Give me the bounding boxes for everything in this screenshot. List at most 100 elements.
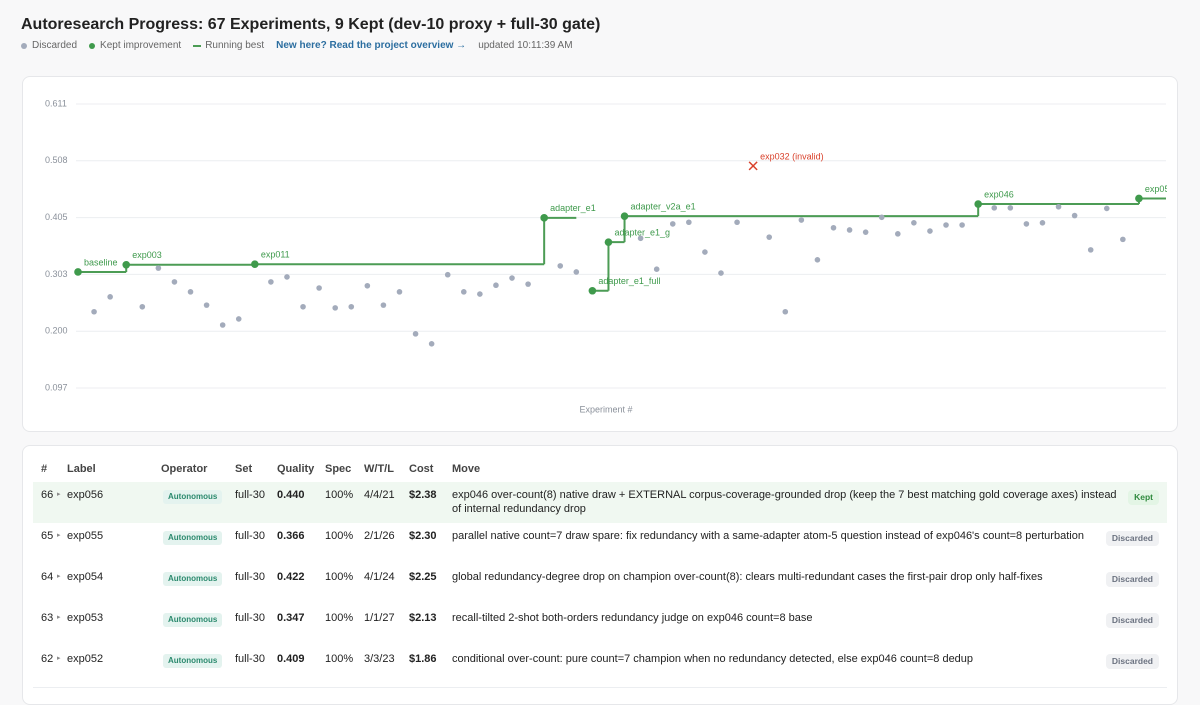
spec: 100% bbox=[325, 489, 354, 501]
discarded-point bbox=[1120, 236, 1126, 243]
y-tick-label: 0.097 bbox=[45, 382, 68, 392]
y-tick-label: 0.508 bbox=[45, 155, 68, 165]
point-label: adapter_e1_full bbox=[598, 276, 660, 286]
legend-label: Discarded bbox=[32, 40, 78, 51]
x-axis-label: Experiment # bbox=[579, 404, 632, 414]
discarded-point bbox=[686, 219, 692, 226]
move: parallel native count=7 draw spare: fix … bbox=[452, 530, 1084, 542]
expand-arrow: ▸ bbox=[57, 614, 61, 621]
operator-badge: Autonomous bbox=[163, 490, 223, 504]
page-title: Autoresearch Progress: 67 Experiments, 9… bbox=[21, 16, 601, 33]
column-header: # bbox=[41, 463, 48, 475]
point-label: exp046 bbox=[984, 189, 1014, 199]
operator-badge: Autonomous bbox=[163, 572, 223, 586]
table-header: # Label Operator Set Quality Spec W/T/L Cost Mov… bbox=[33, 446, 1167, 483]
expand-arrow: ▸ bbox=[57, 573, 61, 580]
discarded-point bbox=[862, 229, 869, 235]
spec: 100% bbox=[325, 530, 354, 542]
discarded-point bbox=[155, 265, 162, 271]
discarded-point bbox=[1039, 219, 1046, 226]
y-tick-label: 0.303 bbox=[45, 269, 68, 279]
column-header: Operator bbox=[161, 463, 208, 475]
point-label: baseline bbox=[84, 257, 118, 267]
discarded-point bbox=[1055, 203, 1062, 210]
table-row: 66 ▸ exp056 Autonomous full-30 0.440 100% 4/4/2… bbox=[33, 482, 1167, 524]
point-label: adapter_e1 bbox=[550, 203, 596, 213]
legend-swatch bbox=[89, 42, 96, 49]
spec: 100% bbox=[325, 653, 354, 665]
discarded-point bbox=[348, 303, 355, 310]
row-label: exp055 bbox=[67, 530, 104, 542]
discarded-point bbox=[332, 305, 338, 311]
discarded-point bbox=[493, 282, 499, 289]
kept-point bbox=[1135, 194, 1143, 203]
discarded-point bbox=[991, 205, 998, 211]
discarded-point bbox=[268, 279, 274, 285]
legend-item: Discarded bbox=[21, 40, 77, 51]
row-label: exp053 bbox=[67, 612, 104, 624]
move: recall-tilted 2-shot both-orders redunda… bbox=[452, 612, 813, 624]
column-header: Quality bbox=[277, 463, 315, 475]
expand-arrow: ▸ bbox=[57, 491, 61, 498]
kept-point bbox=[974, 200, 982, 208]
discarded-point bbox=[396, 289, 403, 295]
legend-item: Kept improvement bbox=[89, 40, 181, 51]
table-row: 65 ▸ exp055 Autonomous full-30 0.366 100% 2/1/2… bbox=[33, 523, 1167, 565]
discarded-point bbox=[702, 249, 708, 255]
point-label: adapter_e1_g bbox=[614, 228, 670, 238]
discarded-point bbox=[91, 308, 97, 315]
legend-swatch bbox=[21, 42, 27, 49]
discarded-point bbox=[782, 308, 789, 315]
discarded-point bbox=[219, 322, 226, 328]
invalid-cross bbox=[748, 161, 758, 171]
point-label: adapter_v2a_e1 bbox=[631, 202, 696, 212]
status-badge: Discarded bbox=[1105, 572, 1159, 587]
y-tick-label: 0.200 bbox=[45, 326, 68, 336]
column-header: W/T/L bbox=[364, 463, 394, 475]
wtl: 1/1/27 bbox=[364, 612, 395, 624]
wtl: 2/1/26 bbox=[364, 530, 395, 542]
chart: Experiment # 0.097 0.200 0.303 0.405 0.508 0.… bbox=[45, 98, 1174, 414]
discarded-point bbox=[509, 275, 515, 281]
running-best-line bbox=[125, 263, 255, 272]
status-badge: Discarded bbox=[1105, 531, 1159, 546]
overview-link[interactable]: New here? Read the project overview → bbox=[276, 40, 467, 51]
status-badge: Discarded bbox=[1105, 613, 1159, 628]
quality: 0.366 bbox=[277, 530, 305, 542]
set: full-30 bbox=[235, 653, 265, 665]
discarded-point bbox=[927, 228, 933, 234]
operator-badge: Autonomous bbox=[163, 613, 223, 627]
row-number: 63 bbox=[41, 612, 54, 624]
column-header: Label bbox=[67, 463, 96, 475]
discarded-point bbox=[525, 281, 531, 287]
legend-label: Kept improvement bbox=[100, 40, 182, 51]
cost: $2.38 bbox=[409, 489, 437, 501]
quality: 0.409 bbox=[277, 653, 305, 665]
row-number: 64 bbox=[41, 571, 54, 583]
column-header: Move bbox=[452, 463, 481, 475]
kept-point bbox=[251, 260, 259, 269]
updated-time: updated 10:11:39 AM bbox=[478, 40, 573, 51]
running-best-line bbox=[1137, 197, 1166, 205]
quality: 0.440 bbox=[277, 489, 305, 501]
kept-point bbox=[588, 286, 597, 295]
y-tick-label: 0.405 bbox=[45, 212, 68, 222]
set: full-30 bbox=[235, 489, 265, 501]
table-row: 62 ▸ exp052 Autonomous full-30 0.409 100% 3/3/2… bbox=[33, 646, 1167, 688]
wtl: 3/3/23 bbox=[364, 653, 395, 665]
point-label: exp011 bbox=[261, 250, 290, 260]
point-label: exp056 bbox=[1145, 184, 1167, 194]
discarded-point bbox=[284, 274, 290, 280]
status-badge: Discarded bbox=[1105, 654, 1159, 669]
legend-label: Running best bbox=[205, 40, 265, 51]
row-label: exp054 bbox=[67, 571, 104, 583]
legend: Discarded Kept improvement Running best … bbox=[21, 40, 573, 51]
point-label: exp003 bbox=[132, 250, 162, 260]
discarded-point bbox=[460, 289, 467, 295]
discarded-point bbox=[171, 279, 178, 285]
table-row: 64 ▸ exp054 Autonomous full-30 0.422 100% 4/1/2… bbox=[33, 564, 1167, 606]
column-header: Spec bbox=[325, 463, 352, 475]
move: exp046 over-count(8) native draw + EXTER… bbox=[452, 489, 1117, 515]
table-card: # Label Operator Set Quality Spec W/T/L Cost Mov… bbox=[22, 445, 1178, 705]
spec: 100% bbox=[325, 612, 354, 624]
